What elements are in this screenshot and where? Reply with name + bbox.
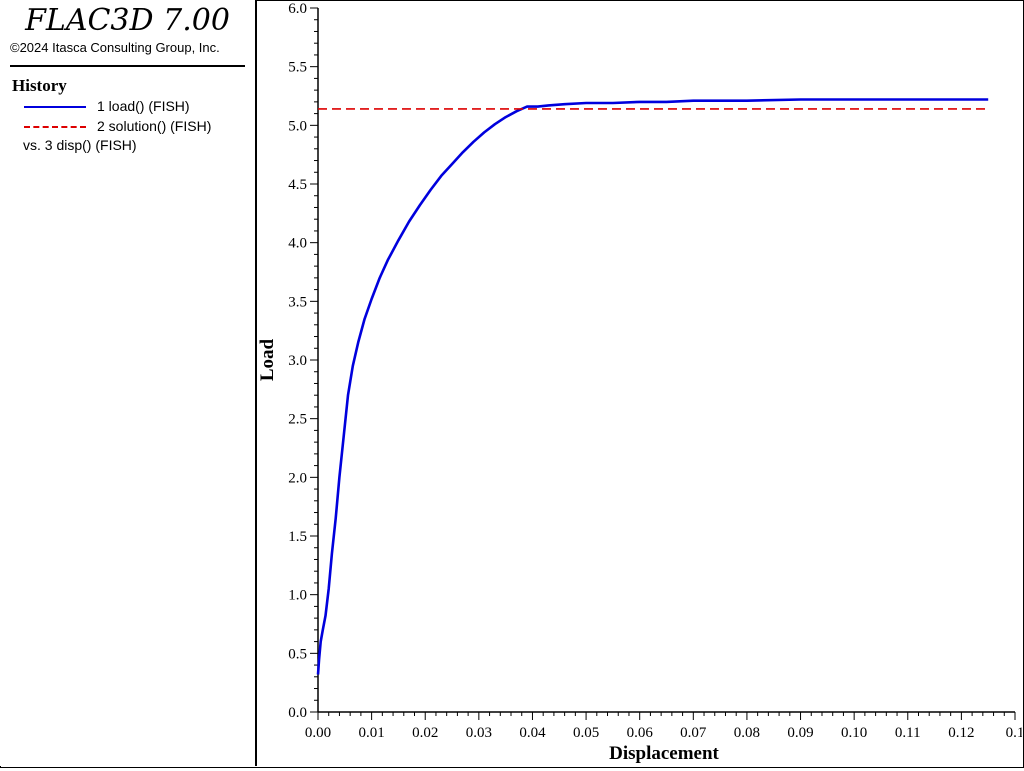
x-tick-label: 0.00 [305, 725, 331, 741]
y-tick-label: 2.5 [288, 412, 307, 428]
x-tick-label: 0.1 [1006, 725, 1022, 741]
x-tick-label: 0.05 [573, 725, 599, 741]
copyright-text: ©2024 Itasca Consulting Group, Inc. [10, 40, 220, 55]
legend-label-solution: 2 solution() (FISH) [97, 118, 212, 134]
app-title: FLAC3D 7.00 [25, 3, 230, 38]
y-tick-label: 3.0 [288, 353, 307, 369]
y-tick-label: 5.0 [288, 118, 307, 134]
line-chart: 0.0 0.5 1.0 1.5 2.0 2.5 3.0 3.5 4.0 4.5 5.0 5.5 6.0 0… [257, 1, 1024, 764]
y-axis-label: Load [257, 338, 278, 381]
y-tick-label: 0.5 [288, 646, 307, 662]
y-tick-label: 4.5 [288, 177, 307, 193]
legend-swatch-solution [24, 126, 86, 128]
y-tick-label: 2.0 [288, 470, 307, 486]
legend-label-load: 1 load() (FISH) [97, 98, 190, 114]
chart-series [316, 98, 989, 675]
x-tick-label: 0.01 [358, 725, 384, 741]
x-axis-label: Displacement [609, 743, 719, 764]
legend-entry-load: 1 load() (FISH) [0, 98, 255, 116]
x-tick-label: 0.03 [466, 725, 492, 741]
y-tick-label: 3.5 [288, 294, 307, 310]
x-tick-label: 0.09 [787, 725, 813, 741]
series-line-load [316, 98, 989, 675]
x-tick-label: 0.06 [627, 725, 654, 741]
legend-panel: FLAC3D 7.00 ©2024 Itasca Consulting Grou… [0, 0, 257, 766]
x-tick-label: 0.02 [412, 725, 438, 741]
x-tick-label: 0.12 [948, 725, 974, 741]
x-tick-label: 0.04 [519, 725, 546, 741]
y-tick-label: 6.0 [288, 1, 307, 17]
x-tick-label: 0.11 [895, 725, 921, 741]
legend-x-variable: vs. 3 disp() (FISH) [23, 137, 137, 153]
y-tick-label: 1.5 [288, 529, 307, 545]
legend-entry-solution: 2 solution() (FISH) [0, 118, 255, 136]
x-tick-label: 0.08 [734, 725, 760, 741]
y-tick-label: 0.0 [288, 705, 307, 721]
x-tick-label: 0.10 [841, 725, 867, 741]
chart-axes: 0.0 0.5 1.0 1.5 2.0 2.5 3.0 3.5 4.0 4.5 5.0 5.5 6.0 0… [288, 1, 1024, 741]
legend-swatch-load [24, 106, 86, 108]
history-heading: History [12, 76, 67, 95]
y-tick-label: 5.5 [288, 60, 307, 76]
chart-area: 0.0 0.5 1.0 1.5 2.0 2.5 3.0 3.5 4.0 4.5 5.0 5.5 6.0 0… [257, 0, 1024, 766]
title-divider [10, 65, 245, 67]
x-tick-label: 0.07 [680, 725, 707, 741]
y-tick-label: 1.0 [288, 588, 307, 604]
y-tick-label: 4.0 [288, 236, 307, 252]
